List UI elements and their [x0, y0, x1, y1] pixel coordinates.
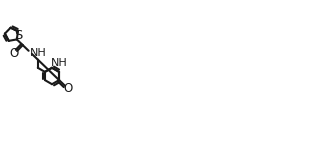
Text: NH: NH — [30, 48, 47, 58]
Text: S: S — [14, 29, 22, 42]
Text: O: O — [10, 47, 19, 60]
Text: NH: NH — [51, 58, 67, 68]
Text: O: O — [63, 82, 72, 95]
